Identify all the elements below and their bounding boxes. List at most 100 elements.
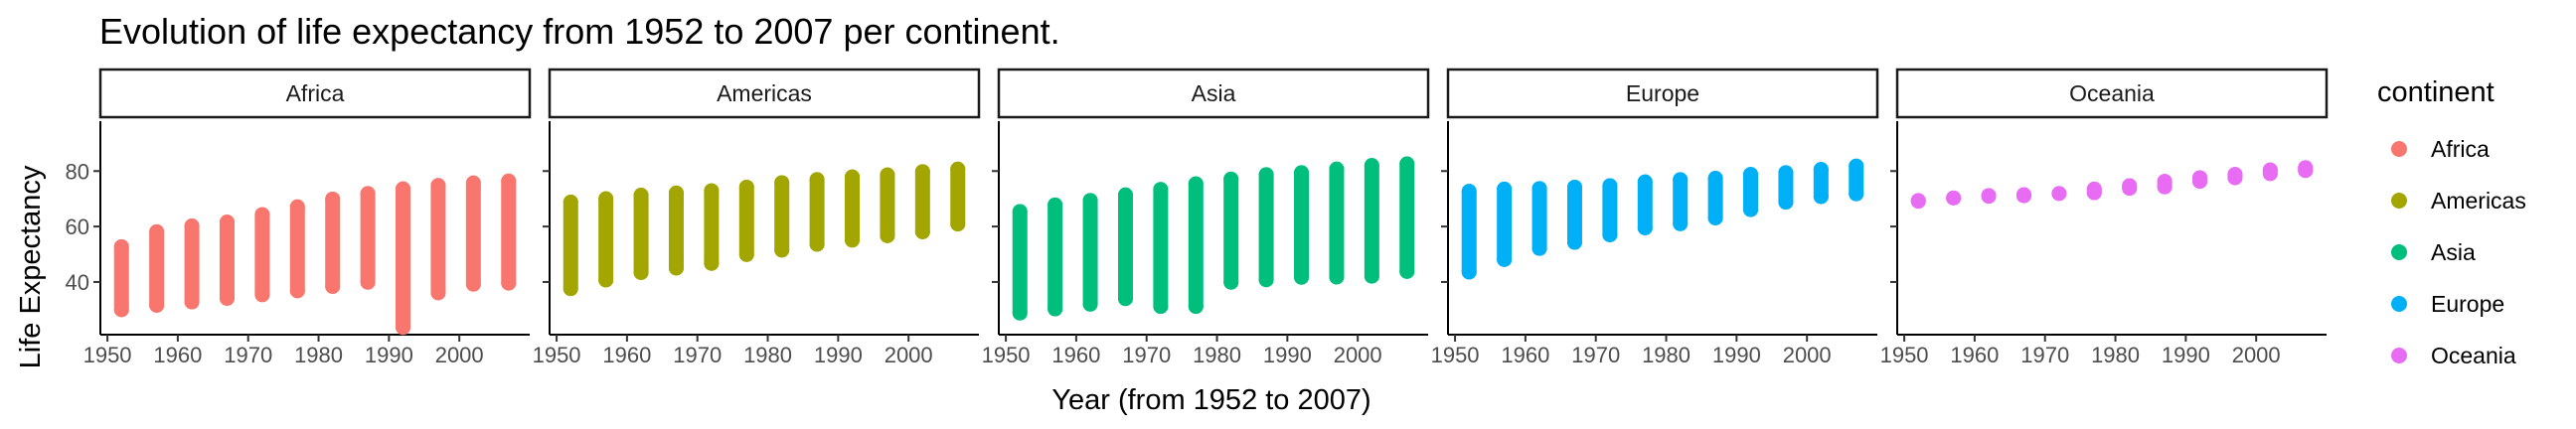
- data-point-max-1977: [1188, 176, 1204, 192]
- data-point-min-1952: [1461, 264, 1477, 280]
- x-tick-label: 1990: [814, 343, 863, 367]
- data-point-min-1997: [1778, 195, 1794, 211]
- data-point-max-1972: [254, 207, 270, 222]
- data-point-min-1957: [1047, 301, 1063, 317]
- data-point-min-1992: [396, 320, 411, 336]
- x-tick-label: 1980: [1642, 343, 1690, 367]
- data-point-max-1972: [704, 183, 720, 199]
- data-point-min-1967: [668, 260, 684, 276]
- data-point-min-1977: [1637, 220, 1653, 235]
- data-point-min-1957: [1497, 251, 1513, 267]
- facet-strip-label: Europe: [1626, 80, 1699, 106]
- x-tick-label: 1950: [533, 343, 581, 367]
- facet-strip-label: Asia: [1192, 80, 1236, 106]
- data-point-min-2002: [2262, 166, 2278, 182]
- data-point-min-1972: [254, 287, 270, 303]
- legend: continent Africa Americas Asia Europe Oceani…: [2377, 76, 2526, 368]
- data-point-min-1982: [774, 242, 790, 258]
- data-point-min-2007: [1849, 186, 1864, 202]
- legend-label-asia: Asia: [2431, 239, 2476, 265]
- data-point-max-2007: [1399, 156, 1415, 172]
- x-tick-label: 2000: [1334, 343, 1382, 367]
- x-tick-label: 1970: [224, 343, 272, 367]
- data-point-max-2002: [1364, 158, 1379, 174]
- legend-label-europe: Europe: [2431, 291, 2504, 317]
- data-point-min-1962: [1082, 296, 1098, 312]
- data-point-max-1952: [1012, 204, 1028, 219]
- data-point-max-1952: [113, 238, 129, 254]
- legend-key-europe: [2391, 296, 2407, 312]
- data-point-max-2002: [914, 164, 930, 180]
- data-point-max-1972: [1153, 182, 1169, 198]
- x-tick-label: 1950: [1880, 343, 1929, 367]
- data-point-min-1957: [1946, 190, 1962, 206]
- x-tick-label: 2000: [885, 343, 933, 367]
- facet-strip: [1446, 68, 1879, 119]
- data-point-min-1962: [1981, 189, 1997, 205]
- data-point-max-1987: [809, 172, 825, 188]
- data-point-min-1967: [1117, 291, 1133, 307]
- data-point-max-2007: [501, 173, 517, 189]
- data-point-max-1997: [430, 178, 446, 194]
- x-axis-title: Year (from 1952 to 2007): [1051, 384, 1370, 416]
- data-point-max-2002: [465, 175, 481, 191]
- data-point-max-1962: [184, 218, 200, 234]
- legend-key-oceania: [2391, 348, 2407, 363]
- data-point-max-1982: [1673, 172, 1689, 188]
- facet-panel-asia: Asia 1950 1960 1970 1980 1990 2000: [982, 68, 1430, 367]
- x-tick-label: 1970: [1122, 343, 1171, 367]
- data-point-max-1962: [1531, 181, 1547, 197]
- data-point-max-2007: [1849, 158, 1864, 174]
- x-tick-label: 1980: [1193, 343, 1241, 367]
- facet-strip: [548, 68, 981, 119]
- data-point-min-1997: [2227, 170, 2243, 186]
- data-point-max-1957: [149, 223, 165, 239]
- data-point-max-1987: [360, 186, 376, 202]
- legend-key-asia: [2391, 244, 2407, 260]
- data-point-max-1992: [1743, 167, 1759, 183]
- data-point-max-1977: [1637, 174, 1653, 190]
- x-tick-label: 1990: [1712, 343, 1761, 367]
- data-point-max-1992: [845, 169, 861, 185]
- data-point-max-1997: [880, 167, 895, 183]
- data-point-min-1982: [2122, 181, 2138, 197]
- data-point-max-1967: [219, 214, 235, 230]
- data-point-min-1972: [2051, 186, 2067, 202]
- x-tick-label: 1990: [1263, 343, 1312, 367]
- data-point-min-1962: [184, 294, 200, 310]
- data-point-min-2007: [950, 216, 966, 232]
- data-point-min-1977: [738, 246, 754, 262]
- data-point-min-1977: [1188, 299, 1204, 315]
- data-point-min-1967: [219, 290, 235, 306]
- chart-title: Evolution of life expectancy from 1952 t…: [99, 11, 1060, 52]
- y-tick-label: 80: [66, 159, 89, 184]
- data-point-max-1957: [598, 191, 614, 207]
- data-point-min-1987: [1707, 210, 1723, 225]
- data-point-max-1972: [1602, 178, 1618, 194]
- facet-panel-africa: Africa 1950 1960 1970 1980 1990 2000 40 60 80: [66, 68, 532, 367]
- data-point-max-1987: [1258, 167, 1274, 183]
- data-point-max-1982: [325, 191, 341, 207]
- data-point-min-1997: [880, 227, 895, 243]
- data-point-min-1977: [289, 283, 305, 299]
- x-tick-label: 1970: [1571, 343, 1620, 367]
- data-point-min-1982: [1673, 215, 1689, 231]
- data-point-min-1952: [113, 302, 129, 318]
- data-point-min-1952: [1910, 194, 1926, 210]
- facet-strip: [98, 68, 532, 119]
- data-point-min-1952: [1012, 305, 1028, 321]
- data-point-max-1957: [1497, 181, 1513, 197]
- y-tick-label: 60: [66, 214, 89, 239]
- x-tick-label: 1980: [2091, 343, 2140, 367]
- data-point-min-1982: [325, 278, 341, 294]
- legend-key-africa: [2391, 141, 2407, 157]
- data-point-min-1992: [845, 232, 861, 248]
- data-point-max-2002: [1813, 162, 1829, 178]
- data-point-max-1977: [289, 199, 305, 214]
- x-tick-label: 1950: [83, 343, 132, 367]
- data-point-min-1967: [2015, 188, 2031, 204]
- data-point-min-1972: [1153, 299, 1169, 315]
- data-point-max-1997: [1778, 165, 1794, 181]
- facet-panel-oceania: Oceania 1950 1960 1970 1980 1990 2000: [1880, 68, 2329, 367]
- legend-title: continent: [2377, 76, 2495, 108]
